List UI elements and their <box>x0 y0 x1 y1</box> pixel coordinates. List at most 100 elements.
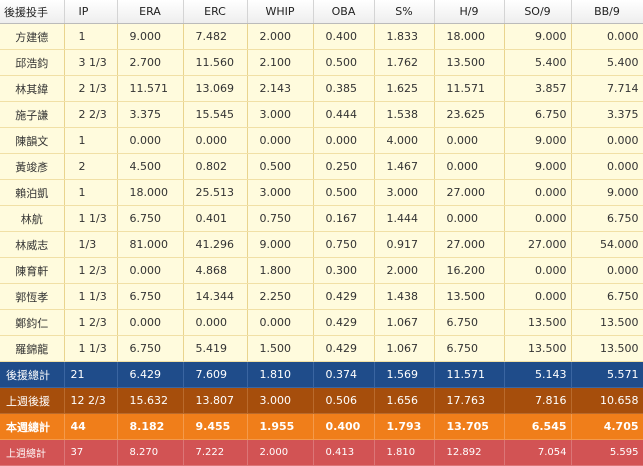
table-row: 黃竣彥 2 4.500 0.802 0.500 0.250 1.467 0.000 9.000 0… <box>0 153 643 180</box>
cell-whip: 9.000 <box>247 231 314 258</box>
table-row: 郭恆孝 1 1/3 6.750 14.344 2.250 0.429 1.438 13.500… <box>0 283 643 310</box>
cell-whip: 2.250 <box>247 283 314 310</box>
cell-pitcher-name[interactable]: 施子謙 <box>0 101 65 128</box>
cell-h9: 23.625 <box>434 101 505 128</box>
cell-bb9: 3.375 <box>571 101 643 128</box>
cell-era: 6.429 <box>117 361 184 388</box>
this-week-total-row: 本週總計 44 8.182 9.455 1.955 0.400 1.793 13.705 6.5… <box>0 413 643 440</box>
cell-erc: 13.069 <box>183 75 248 102</box>
header-row: 後援投手 IP ERA ERC WHIP OBA S% H/9 SO/9 BB/… <box>0 0 643 24</box>
cell-erc: 0.802 <box>183 153 248 180</box>
cell-pitcher-name[interactable]: 方建德 <box>0 23 65 50</box>
cell-whip: 0.500 <box>247 153 314 180</box>
cell-s-pct: 2.000 <box>374 257 435 284</box>
cell-so9: 9.000 <box>504 127 572 154</box>
cell-s-pct: 1.569 <box>374 361 435 388</box>
cell-pitcher-name[interactable]: 陳韻文 <box>0 127 65 154</box>
cell-s-pct: 1.467 <box>374 153 435 180</box>
cell-bb9: 5.400 <box>571 49 643 76</box>
cell-ip: 1 2/3 <box>64 257 118 284</box>
cell-oba: 0.429 <box>313 309 375 336</box>
cell-bb9: 9.000 <box>571 179 643 206</box>
col-header-s-pct[interactable]: S% <box>374 0 435 24</box>
cell-so9: 6.750 <box>504 101 572 128</box>
cell-era: 3.375 <box>117 101 184 128</box>
col-header-bb9[interactable]: BB/9 <box>571 0 643 24</box>
cell-erc: 15.545 <box>183 101 248 128</box>
cell-pitcher-name[interactable]: 林威志 <box>0 231 65 258</box>
cell-s-pct: 0.917 <box>374 231 435 258</box>
cell-era: 0.000 <box>117 257 184 284</box>
cell-ip: 1/3 <box>64 231 118 258</box>
cell-ip: 2 <box>64 153 118 180</box>
cell-pitcher-name[interactable]: 賴泊凱 <box>0 179 65 206</box>
cell-pitcher-name: 本週總計 <box>0 413 65 440</box>
cell-h9: 11.571 <box>434 75 505 102</box>
cell-s-pct: 1.625 <box>374 75 435 102</box>
cell-so9: 9.000 <box>504 23 572 50</box>
cell-whip: 2.143 <box>247 75 314 102</box>
cell-pitcher-name[interactable]: 陳育軒 <box>0 257 65 284</box>
col-header-so9[interactable]: SO/9 <box>504 0 572 24</box>
cell-h9: 11.571 <box>434 361 505 388</box>
cell-pitcher-name[interactable]: 邱浩鈞 <box>0 49 65 76</box>
col-header-whip[interactable]: WHIP <box>247 0 314 24</box>
table-row: 林航 1 1/3 6.750 0.401 0.750 0.167 1.444 0.000 0.0… <box>0 205 643 232</box>
cell-bb9: 0.000 <box>571 257 643 284</box>
table-row: 陳韻文 1 0.000 0.000 0.000 0.000 4.000 0.000 9.000 0… <box>0 127 643 154</box>
cell-s-pct: 1.656 <box>374 387 435 414</box>
cell-oba: 0.429 <box>313 283 375 310</box>
cell-so9: 3.857 <box>504 75 572 102</box>
cell-h9: 6.750 <box>434 335 505 362</box>
cell-s-pct: 1.438 <box>374 283 435 310</box>
cell-era: 6.750 <box>117 335 184 362</box>
cell-erc: 11.560 <box>183 49 248 76</box>
cell-pitcher-name: 上週後援 <box>0 387 65 414</box>
col-header-pitcher[interactable]: 後援投手 <box>0 0 65 24</box>
col-header-erc[interactable]: ERC <box>183 0 248 24</box>
cell-era: 6.750 <box>117 283 184 310</box>
cell-erc: 9.455 <box>183 413 248 440</box>
cell-bb9: 13.500 <box>571 335 643 362</box>
table-row: 邱浩鈞 3 1/3 2.700 11.560 2.100 0.500 1.762 13.500… <box>0 49 643 76</box>
cell-so9: 9.000 <box>504 153 572 180</box>
cell-s-pct: 1.067 <box>374 335 435 362</box>
cell-whip: 3.000 <box>247 387 314 414</box>
col-header-oba[interactable]: OBA <box>313 0 375 24</box>
cell-erc: 7.609 <box>183 361 248 388</box>
cell-s-pct: 1.538 <box>374 101 435 128</box>
cell-so9: 0.000 <box>504 257 572 284</box>
cell-oba: 0.385 <box>313 75 375 102</box>
table-row: 施子謙 2 2/3 3.375 15.545 3.000 0.444 1.538 23.625… <box>0 101 643 128</box>
cell-oba: 0.250 <box>313 153 375 180</box>
col-header-ip[interactable]: IP <box>64 0 118 24</box>
cell-h9: 17.763 <box>434 387 505 414</box>
cell-ip: 21 <box>64 361 118 388</box>
cell-erc: 41.296 <box>183 231 248 258</box>
cell-pitcher-name[interactable]: 林其緯 <box>0 75 65 102</box>
cell-h9: 0.000 <box>434 127 505 154</box>
col-header-h9[interactable]: H/9 <box>434 0 505 24</box>
col-header-era[interactable]: ERA <box>117 0 184 24</box>
cell-ip: 1 1/3 <box>64 283 118 310</box>
last-week-bullpen-row: 上週後援 12 2/3 15.632 13.807 3.000 0.506 1.656 17.… <box>0 387 643 414</box>
cell-oba: 0.000 <box>313 127 375 154</box>
cell-s-pct: 1.444 <box>374 205 435 232</box>
cell-so9: 27.000 <box>504 231 572 258</box>
cell-oba: 0.374 <box>313 361 375 388</box>
cell-pitcher-name[interactable]: 林航 <box>0 205 65 232</box>
cell-pitcher-name[interactable]: 郭恆孝 <box>0 283 65 310</box>
cell-ip: 44 <box>64 413 118 440</box>
cell-whip: 2.000 <box>247 23 314 50</box>
table-row: 林其緯 2 1/3 11.571 13.069 2.143 0.385 1.625 11.57… <box>0 75 643 102</box>
cell-ip: 1 <box>64 179 118 206</box>
cell-erc: 13.807 <box>183 387 248 414</box>
cell-s-pct: 1.833 <box>374 23 435 50</box>
cell-bb9: 7.714 <box>571 75 643 102</box>
cell-erc: 25.513 <box>183 179 248 206</box>
cell-pitcher-name[interactable]: 鄭鈞仁 <box>0 309 65 336</box>
cell-erc: 4.868 <box>183 257 248 284</box>
cell-pitcher-name[interactable]: 黃竣彥 <box>0 153 65 180</box>
cell-pitcher-name[interactable]: 羅錦龍 <box>0 335 65 362</box>
cell-era: 18.000 <box>117 179 184 206</box>
